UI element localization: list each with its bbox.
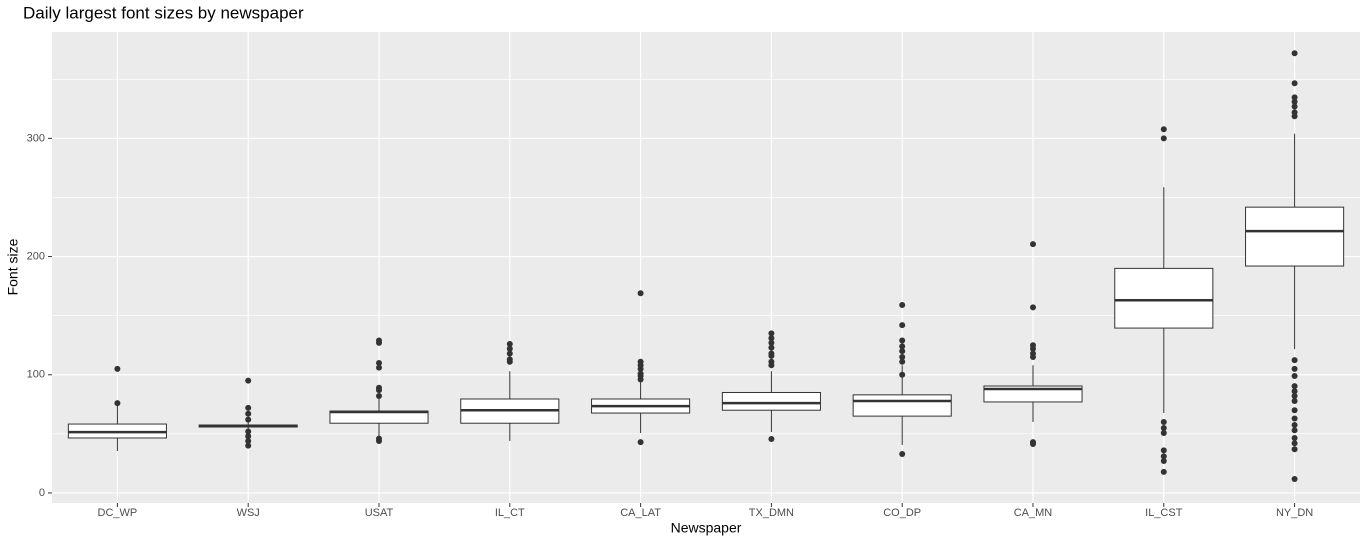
- outlier: [1160, 419, 1167, 426]
- outlier: [1291, 476, 1298, 483]
- y-tick-label: 100: [27, 369, 45, 381]
- outlier: [899, 348, 906, 355]
- outlier: [1291, 446, 1298, 453]
- outlier: [114, 400, 121, 407]
- outlier: [114, 365, 121, 372]
- outlier: [245, 410, 252, 417]
- outlier: [1160, 430, 1167, 437]
- x-tick-label: WSJ: [237, 507, 260, 519]
- outlier: [1291, 421, 1298, 428]
- outlier: [1160, 453, 1167, 460]
- y-tick-label: 300: [27, 132, 45, 144]
- outlier: [506, 341, 513, 348]
- outlier: [1030, 304, 1036, 311]
- outlier: [899, 354, 906, 361]
- outlier: [1291, 393, 1298, 400]
- outlier: [245, 404, 252, 411]
- outlier: [768, 436, 775, 443]
- outlier: [768, 330, 775, 337]
- outlier: [637, 439, 644, 446]
- outlier: [899, 343, 906, 350]
- outlier: [245, 442, 252, 449]
- outlier: [899, 302, 906, 309]
- outlier: [1030, 441, 1036, 448]
- box: [1114, 267, 1214, 329]
- box: [1245, 206, 1345, 267]
- outlier: [376, 359, 382, 366]
- outlier: [637, 376, 644, 383]
- outlier: [376, 437, 382, 444]
- outlier: [1291, 427, 1298, 434]
- x-tick-label: CO_DP: [883, 507, 921, 519]
- outlier: [768, 362, 775, 369]
- outlier: [376, 339, 382, 346]
- outlier: [1030, 241, 1036, 248]
- outlier: [1291, 388, 1298, 395]
- outlier: [768, 339, 775, 346]
- outlier: [506, 345, 513, 352]
- x-tick-label: NY_DN: [1276, 507, 1313, 519]
- outlier: [376, 393, 382, 400]
- outlier: [1160, 135, 1167, 142]
- outlier: [899, 322, 906, 329]
- outlier: [1160, 447, 1167, 454]
- outlier: [1291, 98, 1298, 105]
- outlier: [245, 428, 252, 435]
- outlier: [899, 337, 906, 344]
- x-tick-label: TX_DMN: [749, 507, 794, 519]
- chart-title: Daily largest font sizes by newspaper: [23, 3, 304, 22]
- outlier: [1291, 434, 1298, 441]
- x-tick-label: IL_CST: [1145, 507, 1183, 519]
- box: [721, 391, 821, 411]
- y-tick-label: 200: [27, 250, 45, 262]
- outlier: [376, 387, 382, 394]
- outlier: [1291, 80, 1298, 87]
- outlier: [1291, 407, 1298, 414]
- y-tick-label: 0: [39, 487, 45, 499]
- outlier: [1030, 345, 1036, 352]
- x-tick-label: CA_MN: [1014, 507, 1053, 519]
- outlier: [1160, 458, 1167, 465]
- outlier: [1291, 365, 1298, 372]
- outlier: [1291, 383, 1298, 390]
- outlier: [1291, 113, 1298, 120]
- outlier: [1291, 103, 1298, 110]
- outlier: [376, 364, 382, 371]
- outlier: [899, 358, 906, 365]
- outlier: [768, 335, 775, 342]
- outlier: [1291, 440, 1298, 447]
- outlier: [245, 433, 252, 440]
- outlier: [245, 377, 252, 384]
- outlier: [1160, 468, 1167, 475]
- outlier: [1291, 94, 1298, 101]
- outlier: [506, 350, 513, 357]
- x-tick-label: CA_LAT: [620, 507, 661, 519]
- box: [852, 394, 952, 417]
- outlier: [1030, 354, 1036, 361]
- outlier: [1291, 50, 1298, 57]
- outlier: [506, 358, 513, 365]
- outlier: [1160, 126, 1167, 133]
- x-axis-title: Newspaper: [671, 520, 742, 536]
- outlier: [1291, 372, 1298, 379]
- outlier: [637, 290, 644, 297]
- x-tick-label: IL_CT: [495, 507, 525, 519]
- outlier: [899, 450, 906, 457]
- outlier: [768, 352, 775, 359]
- outlier: [1291, 415, 1298, 422]
- outlier: [245, 416, 252, 423]
- outlier: [768, 344, 775, 351]
- outlier: [245, 437, 252, 444]
- y-axis-title: Font size: [5, 238, 21, 295]
- x-tick-label: USAT: [365, 507, 394, 519]
- outlier: [899, 371, 906, 378]
- outlier: [1291, 357, 1298, 364]
- outlier: [1160, 424, 1167, 431]
- outlier: [1291, 397, 1298, 404]
- x-tick-label: DC_WP: [98, 507, 138, 519]
- outlier: [637, 365, 644, 372]
